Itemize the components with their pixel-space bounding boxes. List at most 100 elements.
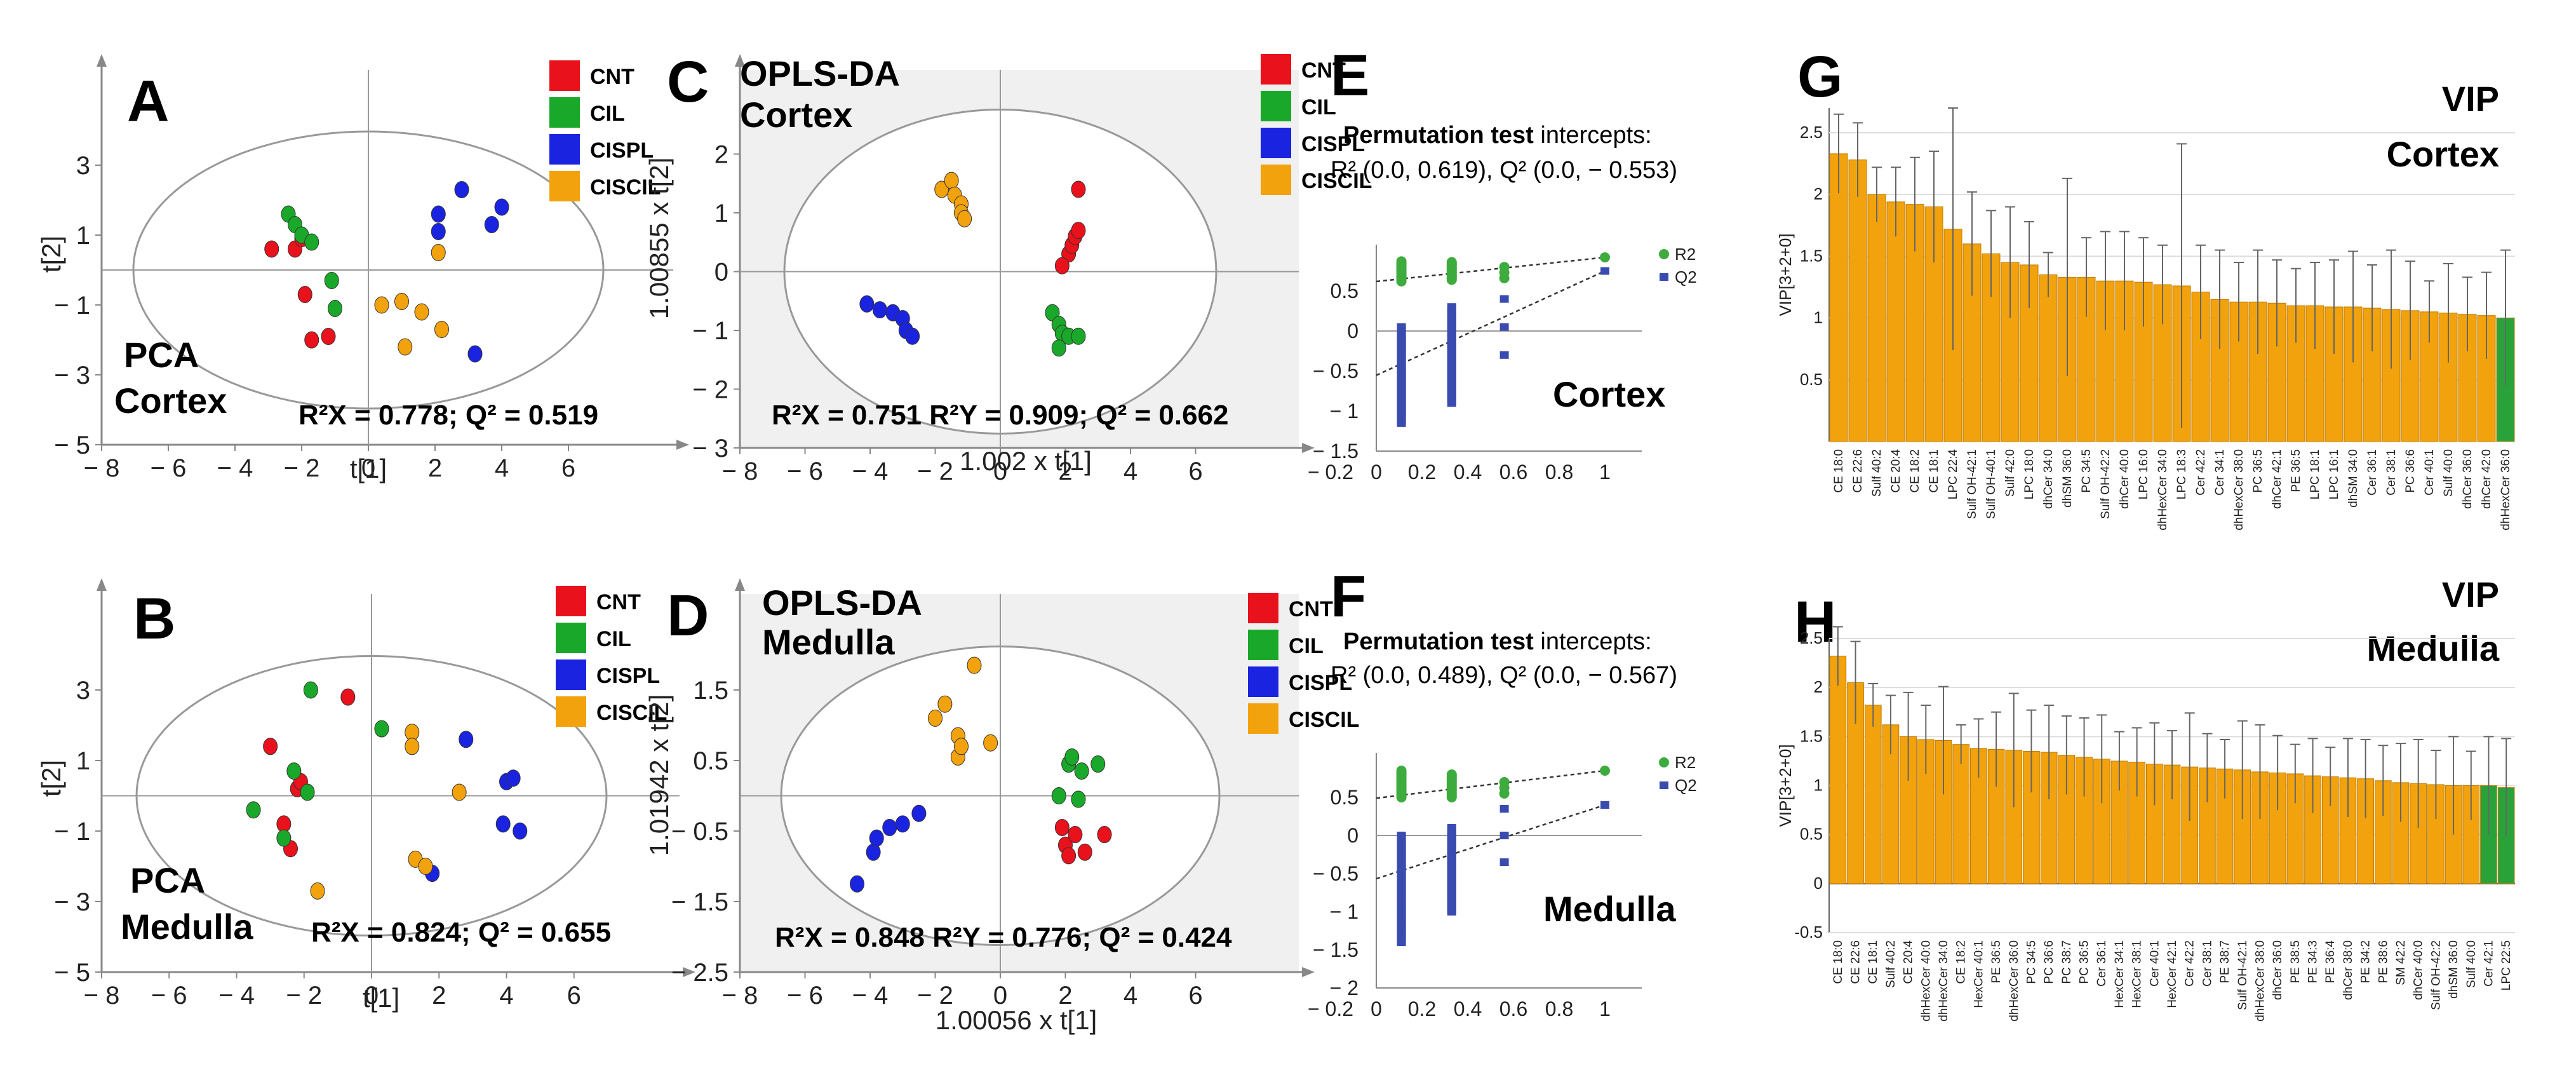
category-label: PC 36:5: [2251, 449, 2265, 493]
point-ciscil: [434, 321, 449, 338]
vip-bar: [1952, 744, 1970, 884]
legend-label-cil: CIL: [1289, 634, 1324, 658]
x-axis-arrow: [683, 967, 695, 977]
y-tick-label: − 1.5: [1313, 440, 1358, 463]
q2-point: [1499, 805, 1509, 813]
y-axis-arrow: [735, 54, 745, 67]
legend-q2-label: Q2: [1675, 267, 1697, 287]
y-tick-label: 0: [714, 259, 728, 287]
category-label: LPC 16:1: [2328, 449, 2341, 499]
legend-swatch-cispl: [1261, 128, 1291, 158]
y-axis-arrow: [735, 578, 745, 591]
category-label: PC 34:5: [2080, 449, 2093, 493]
category-label: LPC 16:0: [2137, 449, 2150, 499]
panel-a: A − 8 − 6 − 4 − 2 0 2 4 6 − 5 − 3 − 1 1 3 PCA Cortex…: [36, 54, 689, 483]
x-tick-label: 0: [1371, 461, 1382, 483]
point-cispl: [506, 769, 521, 787]
category-label: dhCer 40:0: [2412, 940, 2425, 1000]
legend-r2-label: R2: [1675, 245, 1696, 264]
legend-label-cil: CIL: [590, 102, 625, 126]
category-label: HexCer 34:1: [2113, 940, 2126, 1008]
vip-bar: [1829, 153, 1848, 442]
panel-b-legend: CNT CIL CISPL CISCIL: [556, 586, 667, 727]
vip-bar: [1867, 194, 1886, 442]
panel-c: C − 8 − 6 − 4 − 2 0 2 4 6 − 3 − 2 − 1 0 1 2 OPLS-DA C…: [644, 50, 1372, 485]
x-tick-label: − 8: [722, 457, 758, 485]
panel-d-ylabel: 1.01942 x t[2]: [644, 694, 674, 856]
vip-bar: [1848, 159, 1867, 442]
y-tick-label: 0: [1347, 320, 1358, 342]
category-label: PE 36:4: [2324, 940, 2337, 984]
y-tick-label: 1.5: [1800, 246, 1823, 265]
category-label: Sulf 42:0: [2004, 449, 2017, 497]
category-label: dhHexCer 36:0: [2499, 449, 2512, 531]
y-tick-label: − 3: [692, 435, 728, 463]
y-tick-label: 1: [714, 199, 728, 227]
x-tick-label: 0.6: [1499, 997, 1527, 1020]
point-cispl: [905, 327, 920, 345]
x-tick-label: − 6: [151, 454, 187, 482]
point-cnt: [1054, 818, 1070, 836]
x-tick-label: − 2: [917, 457, 953, 485]
panel-d-title: OPLS-DA: [762, 583, 922, 623]
x-tick-label: 0.2: [1408, 461, 1436, 483]
legend-label-cispl: CISPL: [1289, 671, 1352, 695]
point-ciscil: [944, 172, 959, 189]
point-cil: [300, 783, 315, 801]
q2-point: [1499, 295, 1509, 303]
y-tick-label: − 2: [1330, 977, 1358, 999]
point-ciscil: [310, 882, 325, 900]
point-ciscil: [452, 783, 467, 801]
point-cil: [324, 272, 339, 289]
category-label: Cer 42:1: [2482, 940, 2495, 987]
legend-label-cnt: CNT: [1301, 58, 1346, 83]
vip-bar: [1886, 201, 1905, 442]
vip-bar: [1829, 656, 1847, 884]
category-label: Cer 34:1: [2213, 449, 2227, 496]
pca-medulla-plot: − 8 − 6 − 4 − 2 0 2 4 6 − 5 − 3 − 1 1 3: [54, 578, 695, 1010]
category-label: CE 18:1: [1867, 940, 1880, 984]
r2-point: [1499, 777, 1510, 787]
category-label: Cer 42:2: [2194, 449, 2208, 496]
point-cispl: [869, 829, 884, 847]
x-tick-label: 2: [1058, 457, 1072, 485]
category-label: Cer 36:1: [2095, 940, 2109, 987]
point-cispl: [513, 822, 528, 840]
x-tick-label: 0.4: [1454, 461, 1482, 483]
point-cispl: [495, 815, 511, 833]
y-axis-label: VIP[3+2+0]: [1776, 233, 1795, 316]
panel-a-title: PCA: [124, 335, 199, 375]
point-cnt: [263, 738, 278, 755]
legend-label-cnt: CNT: [1289, 597, 1333, 621]
q2-point: [1397, 323, 1406, 331]
point-cispl: [431, 223, 446, 240]
x-tick-label: 6: [1188, 457, 1202, 485]
y-tick-label: − 1.5: [1313, 938, 1358, 961]
panel-c-ylabel: 1.00855 x t[2]: [644, 158, 674, 320]
y-axis-label: VIP[3+2+0]: [1776, 744, 1795, 827]
x-tick-label: − 4: [852, 457, 889, 485]
x-tick-label: − 4: [218, 982, 255, 1010]
panel-a-legend: CNT CIL CISPL CISCIL: [549, 60, 661, 201]
point-cnt: [1054, 257, 1070, 274]
x-tick-label: − 6: [151, 982, 187, 1010]
x-tick-label: 1: [1599, 997, 1611, 1020]
category-label: CE 18:1: [1928, 449, 1941, 493]
legend-label-ciscil: CISCIL: [590, 175, 661, 199]
category-label: CE 22:6: [1849, 940, 1863, 984]
panel-f-subtitle: Medulla: [1543, 889, 1676, 929]
vip-bar: [2039, 274, 2058, 442]
x-tick-label: 6: [1188, 982, 1202, 1010]
category-label: Sulf OH-42:2: [2099, 449, 2112, 519]
point-cnt: [340, 688, 356, 706]
point-cispl: [911, 804, 927, 822]
point-cil: [304, 233, 319, 251]
category-label: dhCer 34:0: [2042, 449, 2055, 509]
category-label: Sulf 40:2: [1884, 940, 1898, 988]
y-tick-label: 1.5: [1800, 726, 1823, 745]
vip-medulla-barchart: -0.5 0 0.5 1 1.5 2 2.5 VIP[3+2+0] CE 18:0 CE 22:6…: [1776, 626, 2515, 1022]
legend-swatch-cispl: [1248, 666, 1278, 697]
permutation-cortex-plot: − 0.2 0 0.2 0.4 0.6 0.8 1 − 1.5 − 1 − 0.5 0 0.5 R2 Q2: [1308, 245, 1697, 483]
point-cil: [1071, 790, 1086, 808]
legend-label-ciscil: CISCIL: [1301, 169, 1372, 193]
